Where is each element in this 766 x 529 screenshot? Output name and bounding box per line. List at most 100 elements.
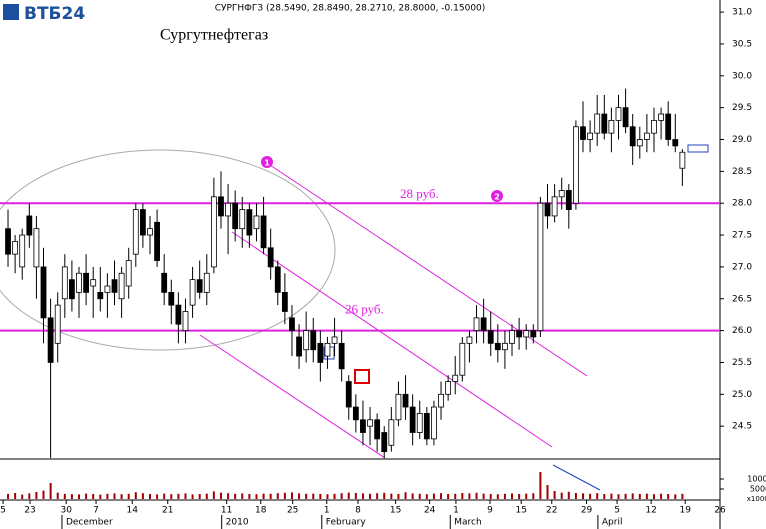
candle-body xyxy=(388,419,395,446)
candle-body xyxy=(636,139,643,147)
candle-body xyxy=(643,132,650,140)
x-tick-label: 19 xyxy=(679,506,691,516)
candle-body xyxy=(118,272,125,300)
header: СУРГНФГЗ (28.5490, 28.8490, 28.2710, 28.… xyxy=(215,4,486,14)
candle-body xyxy=(76,272,82,293)
x-tick-label: 15 xyxy=(390,506,401,516)
candle-body xyxy=(658,113,664,121)
candle-body xyxy=(445,381,452,395)
volume-tick-label: 5000 xyxy=(750,485,766,494)
ellipse xyxy=(0,149,336,351)
candle-body xyxy=(466,336,473,344)
candle-body xyxy=(487,330,494,344)
candle-body xyxy=(480,317,487,332)
candle-body xyxy=(196,279,203,293)
y-tick-label: 29.0 xyxy=(732,135,752,145)
logo-text: ВТБ24 xyxy=(24,4,85,24)
candle-body xyxy=(615,107,622,121)
candle-body xyxy=(90,279,97,287)
candle-body xyxy=(679,151,686,169)
y-tick-label: 27.0 xyxy=(732,262,752,272)
candle-body xyxy=(289,317,295,332)
y-tick-label: 28.0 xyxy=(732,199,752,209)
candle-body xyxy=(139,209,146,236)
y-tick-label: 28.5 xyxy=(732,167,752,177)
y-tick-label: 26.0 xyxy=(732,326,752,336)
candle-body xyxy=(502,342,508,351)
trend-line xyxy=(269,164,588,377)
marker-label: 1 xyxy=(264,159,270,168)
candle-body xyxy=(40,266,47,319)
candle-body xyxy=(352,406,359,421)
candle-body xyxy=(182,311,189,332)
candle-body xyxy=(218,196,224,217)
volume-trend xyxy=(552,464,601,491)
candle-body xyxy=(168,291,175,306)
level-label: 26 руб. xyxy=(345,302,384,317)
candle-body xyxy=(274,266,281,293)
candle-body xyxy=(189,279,196,306)
candle-body xyxy=(494,342,501,351)
candle-body xyxy=(260,215,267,249)
candle-body xyxy=(544,202,551,217)
level-label: 28 руб. xyxy=(400,186,439,201)
candle-body xyxy=(125,260,132,287)
candle-body xyxy=(431,406,437,440)
candle-body xyxy=(154,221,160,261)
candle-body xyxy=(111,279,118,293)
candle-body xyxy=(423,413,430,440)
month-label: December xyxy=(66,518,113,528)
candle-body xyxy=(47,317,54,363)
y-tick-label: 25.5 xyxy=(732,358,752,368)
candle-body xyxy=(452,374,459,382)
candle-body xyxy=(473,317,480,332)
candle-body xyxy=(97,291,104,300)
red-square xyxy=(354,369,370,384)
month-label: April xyxy=(602,518,623,528)
y-tick-label: 27.5 xyxy=(732,231,752,241)
x-tick-label: 21 xyxy=(162,506,173,516)
candle-body xyxy=(416,413,423,433)
x-tick-label: 26 xyxy=(714,506,726,516)
candle-body xyxy=(104,285,111,293)
candle-body xyxy=(345,381,352,408)
candle-body xyxy=(5,228,11,255)
blue-box xyxy=(687,144,709,153)
candle-body xyxy=(594,113,601,134)
y-tick-label: 31.0 xyxy=(732,8,752,18)
candle-body xyxy=(281,291,288,312)
candle-body xyxy=(61,266,68,300)
candle-body xyxy=(33,228,40,268)
candle-body xyxy=(19,234,26,268)
candle-body xyxy=(338,342,345,370)
candle-body xyxy=(69,279,75,300)
candle-body xyxy=(203,272,210,293)
candle-body xyxy=(580,126,586,140)
candle-body xyxy=(331,336,338,344)
x-tick-label: 23 xyxy=(24,506,35,516)
x-tick-label: 7 xyxy=(93,506,99,516)
x-tick-label: 30 xyxy=(61,506,73,516)
candle-body xyxy=(409,406,416,433)
candle-body xyxy=(587,132,593,140)
candle-body xyxy=(296,336,302,357)
x-tick-label: 12 xyxy=(645,506,656,516)
candle-body xyxy=(523,330,530,338)
x-tick-label: 25 xyxy=(287,506,298,516)
volume-tick-label: 10000 xyxy=(747,475,766,484)
x-tick-label: 18 xyxy=(255,506,267,516)
y-tick-label: 30.0 xyxy=(732,71,752,81)
candle-body xyxy=(565,190,572,210)
y-tick-label: 29.5 xyxy=(732,103,752,113)
month-label: March xyxy=(454,518,481,528)
x-tick-label: 11 xyxy=(221,506,232,516)
marker-label: 2 xyxy=(494,193,500,202)
candle-body xyxy=(210,196,217,268)
candle-body xyxy=(360,419,366,433)
x-tick-label: 29 xyxy=(581,506,593,516)
candle-body xyxy=(672,139,679,147)
candle-body xyxy=(608,119,615,134)
x-tick-label: 8 xyxy=(355,506,361,516)
candle-body xyxy=(175,304,182,325)
